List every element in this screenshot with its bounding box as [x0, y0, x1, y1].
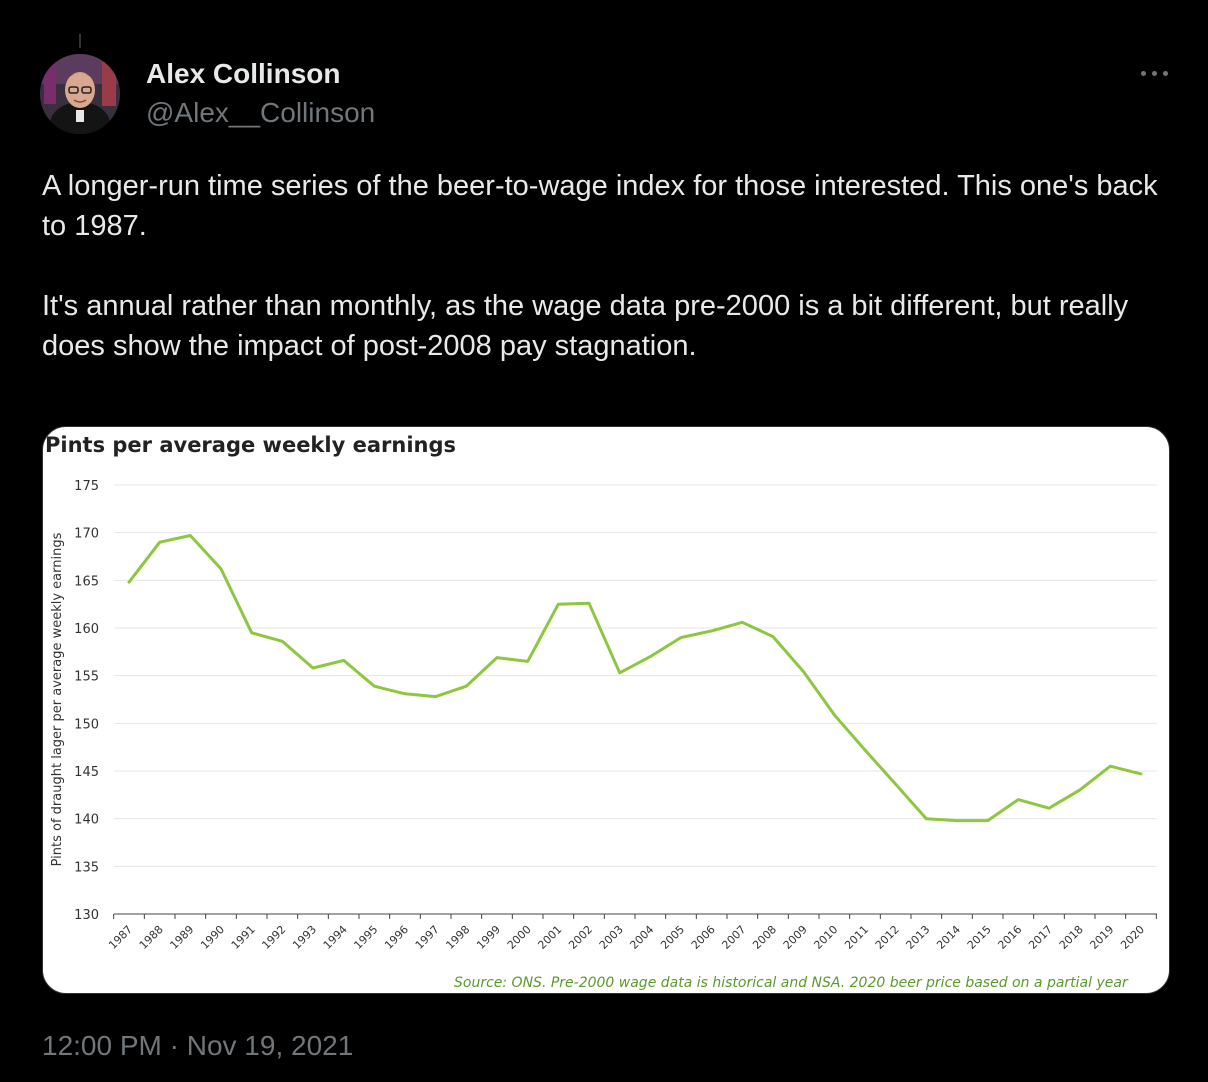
x-tick-label: 2001 — [535, 923, 564, 952]
x-tick-label: 2006 — [689, 923, 718, 952]
x-tick-label: 2013 — [903, 923, 932, 952]
y-tick-label: 160 — [74, 622, 99, 637]
author-display-name[interactable]: Alex Collinson — [146, 58, 341, 89]
x-tick-label: 2019 — [1087, 923, 1116, 952]
tweet-text: A longer-run time series of the beer-to-… — [42, 166, 1172, 366]
x-tick-label: 2002 — [566, 923, 595, 952]
x-tick-label: 2011 — [842, 923, 871, 952]
x-tick-label: 2017 — [1026, 923, 1055, 952]
tweet-paragraph: It's annual rather than monthly, as the … — [42, 290, 1129, 362]
y-tick-label: 175 — [74, 479, 99, 494]
y-tick-label: 135 — [74, 860, 99, 875]
thread-connector-line — [79, 34, 81, 48]
x-tick-label: 2012 — [873, 923, 902, 952]
x-tick-label: 2005 — [658, 923, 687, 952]
tweet-paragraph: A longer-run time series of the beer-to-… — [42, 170, 1158, 242]
x-tick-label: 2008 — [750, 923, 779, 952]
line-chart: Pints per average weekly earnings Pints o… — [45, 433, 1157, 991]
chart-title: Pints per average weekly earnings — [45, 433, 456, 457]
x-tick-label: 2014 — [934, 923, 963, 952]
x-tick-label: 2016 — [995, 923, 1024, 952]
avatar[interactable] — [40, 54, 120, 134]
x-tick-label: 1987 — [106, 923, 135, 952]
x-tick-label: 1990 — [198, 923, 227, 952]
x-tick-label: 1993 — [290, 923, 319, 952]
x-tick-label: 1998 — [443, 923, 472, 952]
x-tick-label: 2018 — [1057, 923, 1086, 952]
avatar-image — [40, 54, 120, 134]
x-tick-label: 1997 — [413, 923, 442, 952]
series-line — [127, 534, 1143, 823]
tweet-media-chart[interactable]: Pints per average weekly earnings Pints o… — [42, 426, 1170, 994]
y-axis-label: Pints of draught lager per average weekl… — [50, 532, 65, 866]
x-tick-label: 2009 — [781, 923, 810, 952]
y-tick-label: 155 — [74, 670, 99, 685]
y-tick-label: 170 — [74, 527, 99, 542]
y-tick-label: 150 — [74, 717, 99, 732]
x-tick-label: 2003 — [597, 923, 626, 952]
more-options-icon[interactable] — [1138, 58, 1172, 88]
y-tick-label: 145 — [74, 765, 99, 780]
x-tick-label: 2000 — [505, 923, 534, 952]
x-tick-label: 1989 — [167, 923, 196, 952]
tweet-timestamp[interactable]: 12:00 PM · Nov 19, 2021 — [42, 1030, 354, 1061]
x-tick-label: 1994 — [321, 923, 350, 952]
x-tick-label: 2007 — [719, 923, 748, 952]
x-tick-label: 2010 — [811, 923, 840, 952]
x-tick-label: 1996 — [382, 923, 411, 952]
author-handle[interactable]: @Alex__Collinson — [146, 97, 376, 128]
x-tick-label: 1992 — [259, 923, 288, 952]
x-tick-label: 1999 — [474, 923, 503, 952]
y-tick-label: 140 — [74, 813, 99, 828]
y-tick-label: 130 — [74, 908, 99, 923]
y-tick-label: 165 — [74, 574, 99, 589]
x-tick-label: 1991 — [229, 923, 258, 952]
x-tick-label: 2004 — [627, 923, 656, 952]
x-tick-label: 2015 — [965, 923, 994, 952]
x-tick-label: 1988 — [137, 923, 166, 952]
x-tick-label: 2020 — [1118, 923, 1147, 952]
x-tick-label: 1995 — [351, 923, 380, 952]
chart-source-note: Source: ONS. Pre-2000 wage data is histo… — [454, 975, 1129, 991]
